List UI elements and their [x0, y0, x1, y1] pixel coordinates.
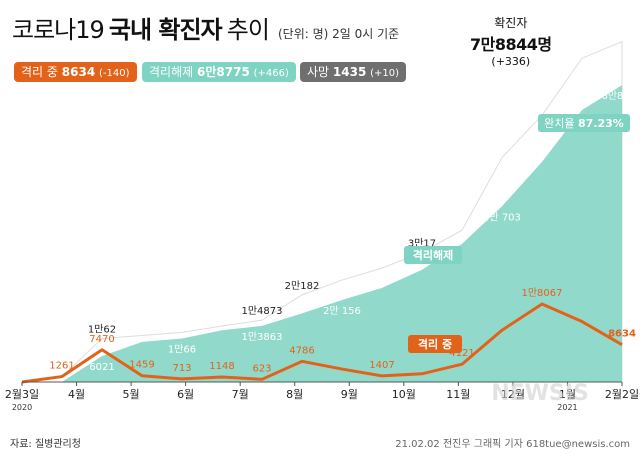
x-tick-label: 8월: [286, 388, 303, 401]
released-badge-value: 6만8775: [197, 65, 250, 79]
released-badge-label: 격리해제: [149, 65, 194, 79]
deaths-badge-change: (+10): [370, 68, 400, 79]
isolation-callout-box: [408, 335, 462, 353]
x-tick-label: 10월: [392, 388, 416, 401]
annotation-label: 4만 703: [483, 211, 521, 223]
annotation-label: 623: [252, 363, 271, 374]
recovery-rate-text: 완치율 87.23%: [544, 117, 624, 130]
annotation-label: 1148: [209, 361, 234, 372]
annotation-label: 713: [172, 363, 191, 374]
x-tick-label: 2월2일: [605, 387, 639, 401]
unit-note: (단위: 명) 2일 0시 기준: [278, 27, 400, 41]
released-badge: 격리해제 6만8775 (+466): [142, 62, 296, 82]
annotation-label: 1만4873: [241, 305, 282, 317]
annotation-label: 24: [56, 388, 69, 399]
annotation-label: 2만 156: [323, 305, 361, 317]
annotation-label: 1459: [129, 360, 154, 371]
annotation-label: 8634: [608, 329, 636, 340]
annotation-label: 4121: [449, 348, 474, 359]
deaths-badge-value: 1435: [332, 65, 367, 79]
annotation-label: 6만8775: [601, 90, 640, 102]
year-label-2021: 2021: [557, 403, 577, 412]
isolation-badge: 격리 중 8634 (-140): [14, 62, 137, 82]
deaths-badge-label: 사망: [307, 65, 330, 79]
isolation-badge-change: (-140): [99, 68, 130, 79]
source-note: 자료: 질병관리청: [10, 439, 81, 450]
x-tick-label: 6월: [177, 388, 194, 401]
watermark: NEWSIS: [491, 381, 589, 406]
confirmed-value: 7만8844명: [470, 35, 552, 54]
annotation-label: 1만62: [88, 324, 116, 336]
annotation-label: 2만182: [285, 280, 320, 292]
confirmed-label: 확진자: [494, 16, 528, 30]
isolation-line: [21, 302, 623, 384]
confirmed-change: (+336): [491, 55, 531, 68]
x-tick-label: 1월: [559, 388, 576, 401]
released-badge-change: (+466): [253, 68, 289, 79]
x-tick-label: 11월: [446, 388, 470, 401]
title-prefix: 코로나19: [12, 16, 105, 44]
x-tick-label: 7월: [232, 388, 249, 401]
released-area: [22, 85, 622, 382]
annotation-label: 1407: [369, 360, 394, 371]
x-tick-label: 2월3일: [5, 387, 39, 401]
page-title: 코로나19 국내 확진자 추이 (단위: 명) 2일 0시 기준: [12, 10, 399, 45]
isolation-badge-label: 격리 중: [21, 65, 58, 79]
confirmed-total: 확진자 7만8844명 (+336): [470, 14, 552, 68]
x-tick-label: 9월: [341, 388, 358, 401]
annotation-label: 6021: [89, 362, 114, 373]
year-label-2020: 2020: [12, 403, 32, 412]
isolation-callout-text: 격리 중: [418, 337, 452, 351]
annotation-label: 4786: [289, 345, 314, 356]
released-callout-box: [404, 246, 462, 264]
annotation-label: 1만8067: [521, 287, 562, 299]
x-tick-label: 12월: [501, 388, 525, 401]
annotation-label: 1만3863: [241, 331, 282, 343]
x-tick-label: 4월: [68, 388, 85, 401]
deaths-badge: 사망 1435 (+10): [300, 62, 407, 82]
recovery-rate-value: 87.23%: [578, 117, 624, 130]
x-tick-label: 5월: [123, 388, 140, 401]
title-bold: 국내 확진자: [108, 16, 223, 44]
annotation-label: 1만66: [168, 344, 196, 356]
title-suffix: 추이: [226, 16, 270, 44]
annotation-label: 1261: [49, 361, 74, 372]
annotation-label: 7470: [89, 334, 114, 345]
credit-note: 21.02.02 전진우 그래픽 기자 618tue@newsis.com: [395, 439, 630, 450]
recovery-rate-box: [538, 114, 630, 132]
released-callout-text: 격리해제: [413, 248, 453, 262]
isolation-badge-value: 8634: [61, 65, 96, 79]
